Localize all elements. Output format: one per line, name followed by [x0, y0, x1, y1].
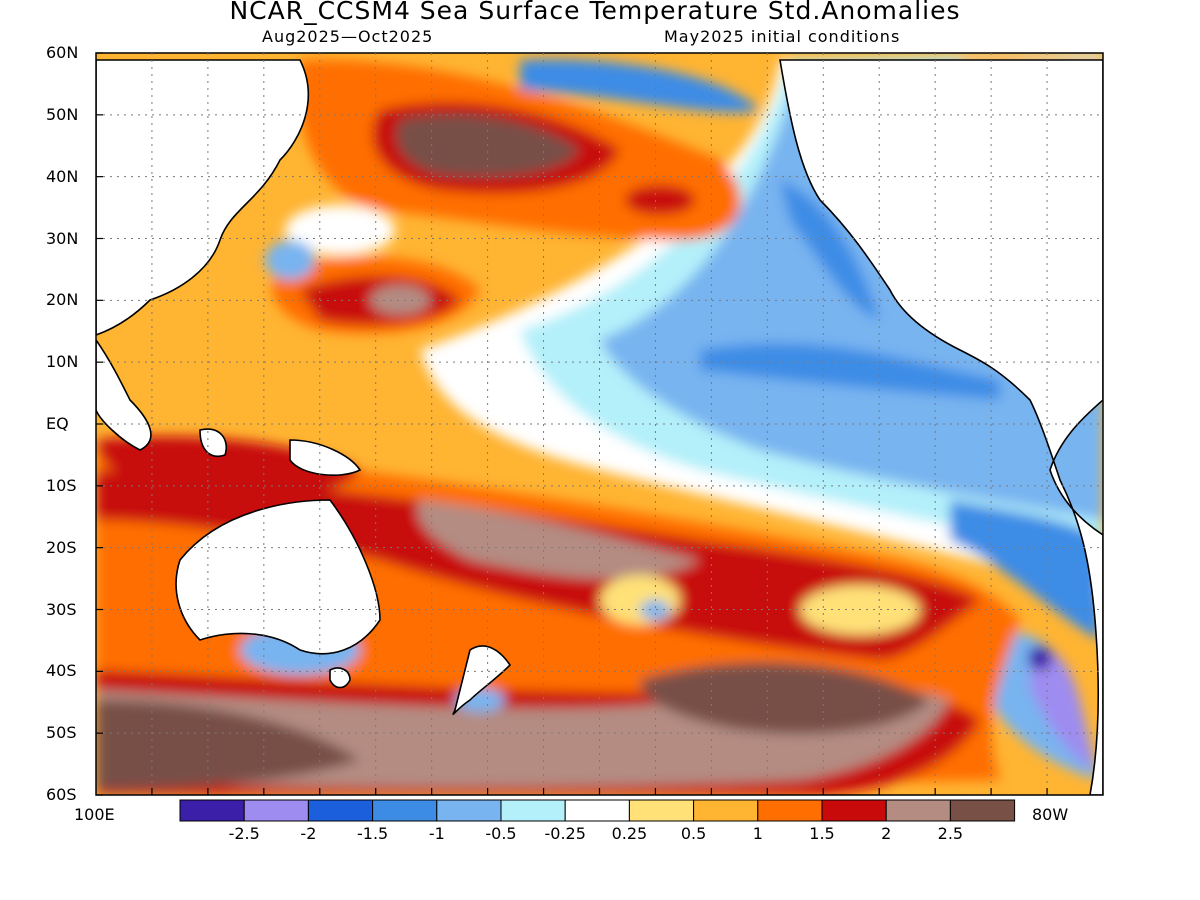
axis-ticks: [96, 52, 1048, 796]
initial-conditions: May2025 initial conditions: [664, 27, 901, 46]
lat-label: 30S: [46, 599, 77, 619]
colorbar-label: 1: [752, 824, 763, 843]
colorbar-swatch: [243, 799, 309, 822]
colorbar-label: -0.5: [485, 824, 517, 843]
colorbar-swatch: [885, 799, 951, 822]
colorbar-swatch: [949, 799, 1016, 822]
anomaly-field: [96, 53, 1103, 795]
valid-period: Aug2025—Oct2025: [262, 27, 434, 46]
colorbar-swatch: [372, 799, 438, 822]
lat-label: 30N: [46, 228, 79, 248]
colorbar-swatch: [628, 799, 695, 822]
colorbar-label: 0.5: [680, 824, 707, 843]
colorbar-label: -0.25: [544, 824, 586, 843]
colorbar-swatch: [757, 799, 823, 822]
colorbar-swatch: [307, 799, 374, 822]
lat-label: 10N: [46, 352, 79, 372]
lat-label: EQ: [46, 414, 69, 433]
colorbar-swatch: [693, 799, 759, 822]
land-masses: [96, 59, 1103, 795]
colorbar-label: -1: [428, 824, 445, 843]
lat-label: 60N: [46, 43, 79, 62]
colorbar-label: 0.25: [611, 824, 648, 843]
colorbar-label: -2.5: [228, 824, 260, 843]
colorbar-label: -1.5: [356, 824, 389, 843]
colorbar-label: 1.5: [809, 824, 835, 843]
colorbar-swatch: [564, 799, 630, 822]
colorbar-label: -2: [300, 824, 317, 843]
lat-label: 20N: [46, 290, 79, 310]
lon-label-right: 80W: [1032, 805, 1069, 824]
lon-label-left: 100E: [74, 805, 115, 824]
colorbar-swatch: [821, 799, 887, 822]
lat-label: 40N: [46, 166, 79, 186]
colorbar-label: 2.5: [937, 824, 964, 843]
lat-label: 60S: [46, 785, 77, 804]
lat-label: 50S: [46, 723, 77, 743]
lat-label: 10S: [46, 475, 77, 495]
colorbar-swatch: [179, 799, 245, 822]
map-title: NCAR_CCSM4 Sea Surface Temperature Std.A…: [229, 0, 961, 25]
lat-label: 20S: [46, 537, 77, 557]
lat-label: 40S: [46, 661, 77, 681]
lat-label: 50N: [46, 104, 79, 124]
longitude-gridlines: [151, 53, 1048, 795]
colorbar-swatch: [436, 799, 502, 822]
colorbar: [179, 799, 1016, 822]
colorbar-label: 2: [881, 824, 892, 843]
colorbar-swatch: [500, 799, 566, 822]
